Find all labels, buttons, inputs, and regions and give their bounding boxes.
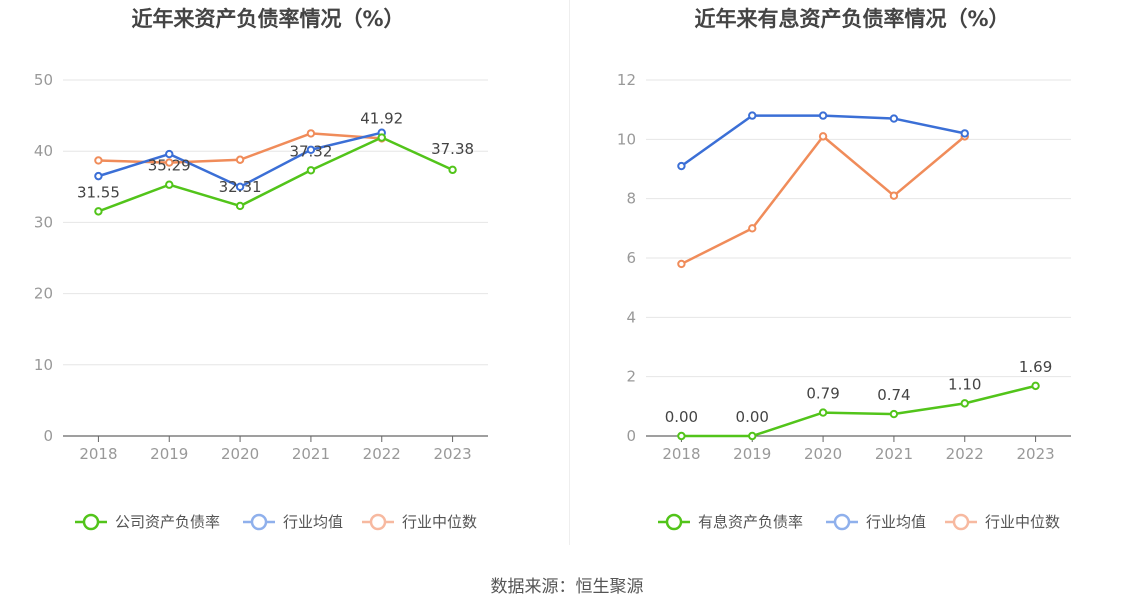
data-point: [748, 431, 757, 441]
x-tick-label: 2023: [1016, 445, 1054, 463]
y-tick-label: 30: [34, 213, 53, 231]
data-point: [94, 207, 103, 216]
data-label: 31.55: [77, 183, 120, 201]
x-tick-label: 2023: [433, 445, 471, 463]
data-point: [889, 409, 899, 419]
y-tick-label: 50: [34, 71, 53, 89]
series-line-3: [680, 135, 966, 266]
data-point: [306, 145, 316, 154]
y-tick-label: 2: [626, 368, 636, 386]
data-label: 37.38: [431, 140, 474, 158]
data-label: 1.69: [1019, 358, 1052, 376]
y-tick-label: 10: [617, 130, 636, 148]
y-tick-label: 40: [34, 142, 53, 160]
x-tick-label: 2021: [875, 445, 913, 463]
y-tick-label: 12: [617, 71, 636, 89]
data-point: [306, 129, 316, 138]
data-point: [165, 158, 174, 167]
data-point: [677, 259, 686, 269]
y-tick-label: 0: [43, 427, 53, 445]
data-point: [235, 155, 245, 164]
legend-label: 行业均值: [283, 513, 343, 531]
data-point: [165, 180, 174, 189]
data-label: 0.00: [665, 408, 698, 426]
data-point: [748, 111, 757, 120]
data-point: [235, 182, 245, 192]
x-tick-label: 2020: [221, 445, 259, 463]
legend-marker: [952, 513, 970, 531]
legend-marker: [833, 513, 851, 531]
data-point: [960, 399, 969, 408]
x-tick-label: 2022: [946, 445, 984, 463]
x-tick-label: 2019: [733, 445, 771, 463]
chart-title: 近年来有息资产负债率情况（%）: [694, 7, 1009, 31]
x-tick-label: 2020: [804, 445, 842, 463]
data-point: [165, 149, 174, 159]
data-point: [377, 133, 386, 142]
data-point: [677, 161, 686, 171]
data-point: [960, 129, 969, 138]
data-point: [889, 114, 899, 123]
y-tick-label: 4: [626, 308, 636, 326]
y-tick-label: 0: [626, 427, 636, 445]
data-point: [818, 111, 828, 120]
series-line-1: [97, 136, 454, 213]
data-point: [748, 224, 757, 233]
data-label: 0.74: [877, 386, 910, 404]
legend-label: 有息资产负债率: [698, 513, 803, 531]
data-point: [306, 166, 316, 175]
data-point: [818, 408, 828, 417]
y-tick-label: 20: [34, 285, 53, 303]
legend-marker: [369, 513, 387, 531]
legend-label: 行业中位数: [985, 513, 1060, 531]
legend-marker: [82, 513, 100, 531]
legend-marker: [250, 513, 268, 531]
legend-label: 行业中位数: [402, 513, 477, 531]
data-label: 1.10: [948, 375, 981, 393]
data-label: 37.32: [289, 142, 332, 160]
chart-panel-1: 近年来资产负债率情况（%） 0 10 20 30 40 50 2018 2019 2020 2021…: [34, 7, 488, 531]
x-tick-label: 2018: [79, 445, 117, 463]
data-label: 32.31: [219, 178, 262, 196]
x-tick-label: 2021: [292, 445, 330, 463]
series-line-2: [680, 114, 966, 168]
data-point: [677, 431, 686, 441]
x-tick-label: 2022: [363, 445, 401, 463]
panel-divider: [569, 0, 570, 545]
legend-label: 公司资产负债率: [115, 513, 220, 531]
data-point: [94, 171, 103, 181]
data-point: [448, 165, 457, 175]
data-point: [94, 156, 103, 165]
data-label: 41.92: [360, 110, 403, 128]
chart-title: 近年来资产负债率情况（%）: [131, 7, 404, 31]
data-point: [818, 132, 828, 141]
chart-panel-2: 近年来有息资产负债率情况（%） 0 2 4 6 8 10 12 2018 2019 2020 2021…: [617, 7, 1071, 531]
legend-marker: [665, 513, 683, 531]
x-tick-label: 2018: [662, 445, 700, 463]
legend-label: 行业均值: [866, 513, 926, 531]
data-point: [889, 191, 899, 200]
data-label: 0.79: [806, 385, 839, 403]
data-point: [235, 201, 245, 211]
y-tick-label: 6: [626, 249, 636, 267]
source-note: 数据来源：恒生聚源: [490, 577, 644, 597]
y-tick-label: 10: [34, 356, 53, 374]
x-tick-label: 2019: [150, 445, 188, 463]
data-label: 35.29: [148, 157, 191, 175]
y-tick-label: 8: [626, 190, 636, 208]
series-line-1: [681, 384, 1036, 438]
data-label: 0.00: [736, 408, 769, 426]
data-point: [1031, 381, 1040, 391]
